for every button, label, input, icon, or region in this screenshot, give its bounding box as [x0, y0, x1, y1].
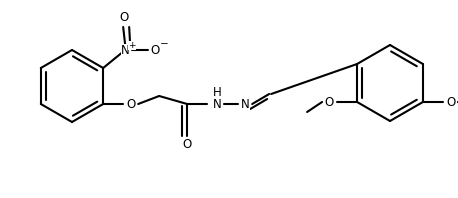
Text: N: N	[213, 97, 222, 110]
Text: −: −	[160, 39, 169, 49]
Text: N: N	[121, 44, 130, 56]
Text: O: O	[446, 95, 456, 109]
Text: +: +	[128, 41, 136, 50]
Text: N: N	[241, 97, 250, 110]
Text: O: O	[324, 95, 334, 109]
Text: O: O	[126, 97, 136, 110]
Text: H: H	[213, 86, 222, 98]
Text: O: O	[120, 10, 129, 24]
Text: O: O	[151, 44, 160, 56]
Text: O: O	[183, 137, 192, 150]
